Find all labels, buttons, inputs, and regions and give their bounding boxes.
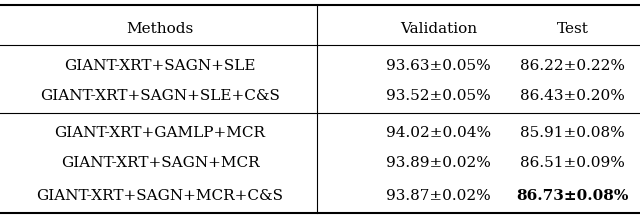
Text: GIANT-XRT+GAMLP+MCR: GIANT-XRT+GAMLP+MCR — [54, 126, 266, 140]
Text: 93.63±0.05%: 93.63±0.05% — [386, 58, 491, 73]
Text: 86.73±0.08%: 86.73±0.08% — [516, 189, 629, 203]
Text: 86.22±0.22%: 86.22±0.22% — [520, 58, 625, 73]
Text: 94.02±0.04%: 94.02±0.04% — [386, 126, 491, 140]
Text: 86.43±0.20%: 86.43±0.20% — [520, 89, 625, 103]
Text: 85.91±0.08%: 85.91±0.08% — [520, 126, 625, 140]
Text: GIANT-XRT+SAGN+SLE: GIANT-XRT+SAGN+SLE — [64, 58, 256, 73]
Text: GIANT-XRT+SAGN+MCR+C&S: GIANT-XRT+SAGN+MCR+C&S — [36, 189, 284, 203]
Text: GIANT-XRT+SAGN+SLE+C&S: GIANT-XRT+SAGN+SLE+C&S — [40, 89, 280, 103]
Text: 86.51±0.09%: 86.51±0.09% — [520, 156, 625, 170]
Text: Validation: Validation — [400, 22, 477, 36]
Text: Test: Test — [557, 22, 589, 36]
Text: GIANT-XRT+SAGN+MCR: GIANT-XRT+SAGN+MCR — [61, 156, 259, 170]
Text: 93.89±0.02%: 93.89±0.02% — [386, 156, 491, 170]
Text: 93.52±0.05%: 93.52±0.05% — [386, 89, 491, 103]
Text: Methods: Methods — [126, 22, 194, 36]
Text: 93.87±0.02%: 93.87±0.02% — [386, 189, 491, 203]
